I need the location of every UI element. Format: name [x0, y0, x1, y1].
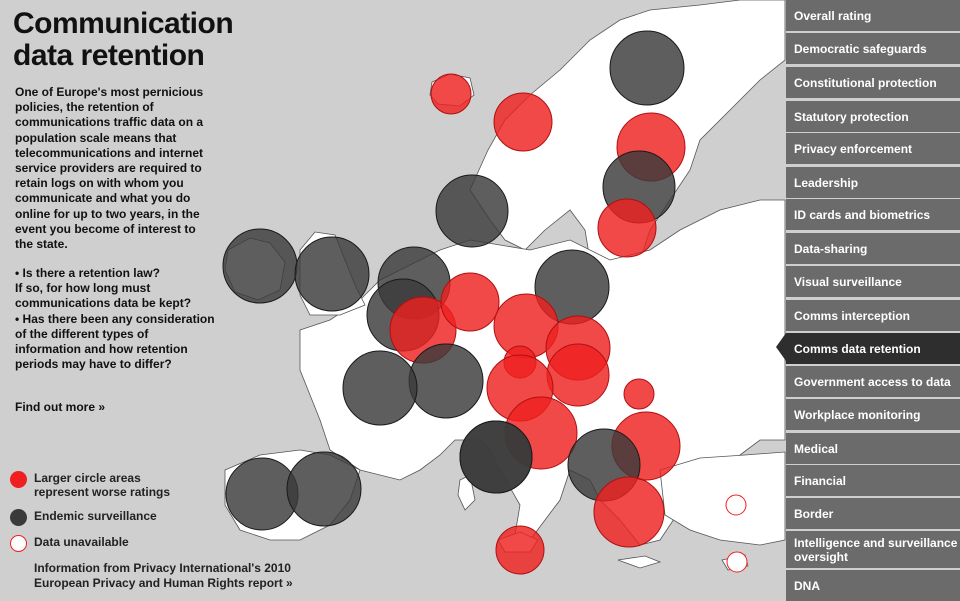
marker-turkey[interactable]	[725, 494, 747, 516]
menu-item-democratic-safeguards[interactable]: Democratic safeguards	[786, 33, 960, 64]
marker-switzerland[interactable]	[342, 350, 418, 426]
source-link[interactable]: Information from Privacy International's…	[34, 561, 293, 590]
red-circle-icon	[10, 471, 27, 488]
marker-iceland[interactable]	[430, 73, 472, 115]
marker-finland[interactable]	[609, 30, 685, 106]
question-list: • Is there a retention law? If so, for h…	[15, 266, 215, 372]
menu-item-border[interactable]: Border	[786, 498, 960, 529]
menu-item-visual-surveillance[interactable]: Visual surveillance	[786, 266, 960, 297]
marker-norway[interactable]	[493, 92, 553, 152]
marker-denmark[interactable]	[435, 174, 509, 248]
legend-item-unavailable: Data unavailable	[10, 535, 129, 552]
page-title: Communication data retention	[13, 7, 234, 72]
menu-item-dna[interactable]: DNA	[786, 570, 960, 601]
legend-item-worse-ratings: Larger circle areas represent worse rati…	[10, 471, 194, 499]
active-menu-pointer-icon	[776, 333, 786, 361]
menu-item-government-access[interactable]: Government access to data	[786, 366, 960, 397]
marker-greece[interactable]	[593, 476, 665, 548]
empty-circle-icon	[10, 535, 27, 552]
menu-item-comms-interception[interactable]: Comms interception	[786, 300, 960, 331]
crete-land	[617, 555, 662, 569]
intro-text: One of Europe's most pernicious policies…	[15, 85, 204, 252]
marker-germany[interactable]	[440, 272, 500, 332]
bullet-how-long: If so, for how long must communications …	[15, 281, 192, 311]
title-line-2: data retention	[13, 39, 205, 72]
dark-circle-icon	[10, 509, 27, 526]
legend-label: Larger circle areas represent worse rati…	[34, 471, 171, 499]
menu-item-constitutional-protection[interactable]: Constitutional protection	[786, 67, 960, 98]
menu-item-overall-rating[interactable]: Overall rating	[786, 0, 960, 31]
turkey-land	[659, 451, 786, 546]
menu-item-leadership[interactable]: Leadership	[786, 167, 960, 198]
legend-label: Data unavailable	[34, 535, 129, 549]
marker-france[interactable]	[408, 343, 484, 419]
menu-item-financial[interactable]: Financial	[786, 465, 960, 496]
menu-item-data-sharing[interactable]: Data-sharing	[786, 233, 960, 264]
menu-item-privacy-enforcement[interactable]: Privacy enforcement	[786, 133, 960, 164]
country-markers	[222, 30, 748, 575]
marker-italy[interactable]	[459, 420, 533, 494]
menu-item-id-cards[interactable]: ID cards and biometrics	[786, 199, 960, 230]
find-out-more-link[interactable]: Find out more »	[15, 400, 105, 414]
title-line-1: Communication	[13, 7, 234, 40]
info-panel: Communication data retention One of Euro…	[0, 0, 293, 601]
category-menu: Overall rating Democratic safeguards Con…	[786, 0, 960, 601]
marker-hungary[interactable]	[546, 343, 610, 407]
marker-spain[interactable]	[286, 451, 362, 527]
legend-item-endemic: Endemic surveillance	[10, 509, 157, 526]
menu-item-medical[interactable]: Medical	[786, 433, 960, 464]
menu-item-workplace-monitoring[interactable]: Workplace monitoring	[786, 399, 960, 430]
bullet-consideration: • Has there been any consideration of th…	[15, 311, 215, 372]
menu-item-comms-data-retention[interactable]: Comms data retention	[786, 333, 960, 364]
marker-romania[interactable]	[623, 378, 655, 410]
menu-item-intelligence-oversight[interactable]: Intelligence and surveillance oversight	[786, 531, 960, 568]
marker-malta[interactable]	[495, 525, 545, 575]
bullet-retention-law: • Is there a retention law?	[15, 266, 160, 280]
marker-lithuania[interactable]	[597, 198, 657, 258]
marker-united-kingdom[interactable]	[294, 236, 370, 312]
menu-item-statutory-protection[interactable]: Statutory protection	[786, 101, 960, 132]
legend-label: Endemic surveillance	[34, 509, 157, 523]
marker-cyprus[interactable]	[726, 551, 748, 573]
